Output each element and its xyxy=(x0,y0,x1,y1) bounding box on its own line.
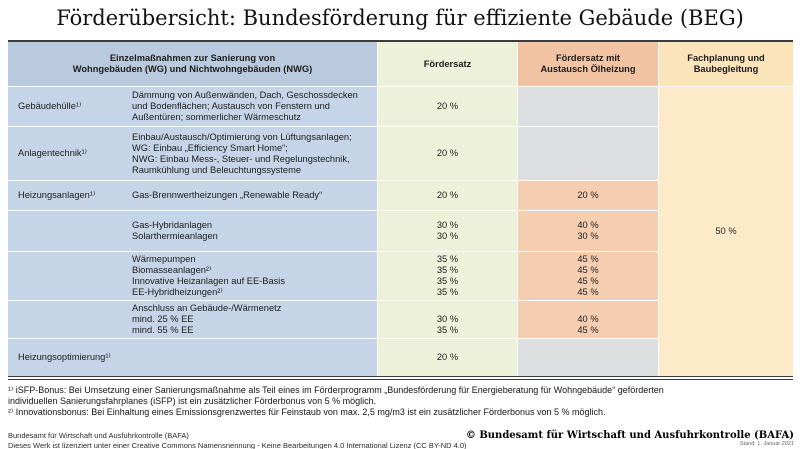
version-date: Stand: 1. Januar 2021 xyxy=(739,441,794,447)
row-measures: Gas-Brennwertheizungen „Renewable Ready“ xyxy=(132,190,323,200)
header-rate-oil: Fördersatz mit Austausch Ölheizung xyxy=(518,42,658,86)
row-rate-oil: 40 % 30 % xyxy=(518,211,658,251)
table-row-category-measures: Gas-Hybridanlagen Solarthermieanlagen xyxy=(8,211,377,251)
row-rate-oil xyxy=(518,87,658,126)
table-row-category-measures: Wärmepumpen Biomasseanlagen²⁾ Innovative… xyxy=(8,252,377,300)
row-rate-oil xyxy=(518,127,658,180)
table-row-category-measures: Heizungsoptimierung¹⁾ xyxy=(8,339,377,376)
footnote-isfp-bonus: ¹⁾ iSFP-Bonus: Bei Umsetzung einer Sanie… xyxy=(8,385,664,406)
row-measures: Gas-Hybridanlagen Solarthermieanlagen xyxy=(132,220,218,241)
row-rate: 20 % xyxy=(378,339,517,376)
copyright-notice: © Bundesamt für Wirtschaft und Ausfuhrko… xyxy=(465,430,794,441)
table-row-category-measures: Heizungsanlagen¹⁾ Gas-Brennwertheizungen… xyxy=(8,181,377,210)
row-rate: 20 % xyxy=(378,87,517,126)
row-measures: Anschluss an Gebäude-/Wärmenetz mind. 25… xyxy=(132,303,282,335)
row-category: Anlagentechnik¹⁾ xyxy=(18,148,87,158)
page-title: Förderübersicht: Bundesförderung für eff… xyxy=(56,6,744,30)
table-row-category-measures: Anschluss an Gebäude-/Wärmenetz mind. 25… xyxy=(8,301,377,338)
row-rate: 35 % 35 % 35 % 35 % xyxy=(378,252,517,300)
footnotes: ¹⁾ iSFP-Bonus: Bei Umsetzung einer Sanie… xyxy=(8,385,698,418)
row-rate-oil: 40 % 45 % xyxy=(518,301,658,338)
row-measures: Dämmung von Außenwänden, Dach, Geschossd… xyxy=(132,90,358,122)
row-rate: 20 % xyxy=(378,127,517,180)
row-measures: Einbau/Austausch/Optimierung von Lüftung… xyxy=(132,131,352,175)
row-rate-oil xyxy=(518,339,658,376)
header-measures: Einzelmaßnahmen zur Sanierung von Wohnge… xyxy=(8,42,377,86)
footnote-innovationsbonus: ²⁾ Innovationsbonus: Bei Einhaltung eine… xyxy=(8,407,606,417)
funding-table: Einzelmaßnahmen zur Sanierung von Wohnge… xyxy=(8,40,793,380)
footer-right: © Bundesamt für Wirtschaft und Ausfuhrko… xyxy=(466,430,794,448)
header-rate: Fördersatz xyxy=(378,42,517,86)
row-rate: 30 % 35 % xyxy=(378,301,517,338)
footer-publisher: Bundesamt für Wirtschaft und Ausfuhrkont… xyxy=(8,431,189,440)
row-rate-oil: 20 % xyxy=(518,181,658,210)
row-rate: 20 % xyxy=(378,181,517,210)
footer-left: Bundesamt für Wirtschaft und Ausfuhrkont… xyxy=(8,431,467,449)
row-rate-oil: 45 % 45 % 45 % 45 % xyxy=(518,252,658,300)
row-category: Heizungsanlagen¹⁾ xyxy=(18,190,96,200)
footer-license: Dieses Werk ist lizenziert unter einer C… xyxy=(8,441,467,449)
planning-value-cell: 50 % xyxy=(659,87,793,376)
row-measures: Wärmepumpen Biomasseanlagen²⁾ Innovative… xyxy=(132,254,285,297)
table-row-category-measures: Gebäudehülle¹⁾ Dämmung von Außenwänden, … xyxy=(8,87,377,126)
row-category: Heizungsoptimierung¹⁾ xyxy=(18,352,111,362)
row-rate: 30 % 30 % xyxy=(378,211,517,251)
table-row-category-measures: Anlagentechnik¹⁾ Einbau/Austausch/Optimi… xyxy=(8,127,377,180)
row-category: Gebäudehülle¹⁾ xyxy=(18,101,82,111)
header-planning: Fachplanung und Baubegleitung xyxy=(659,42,793,86)
